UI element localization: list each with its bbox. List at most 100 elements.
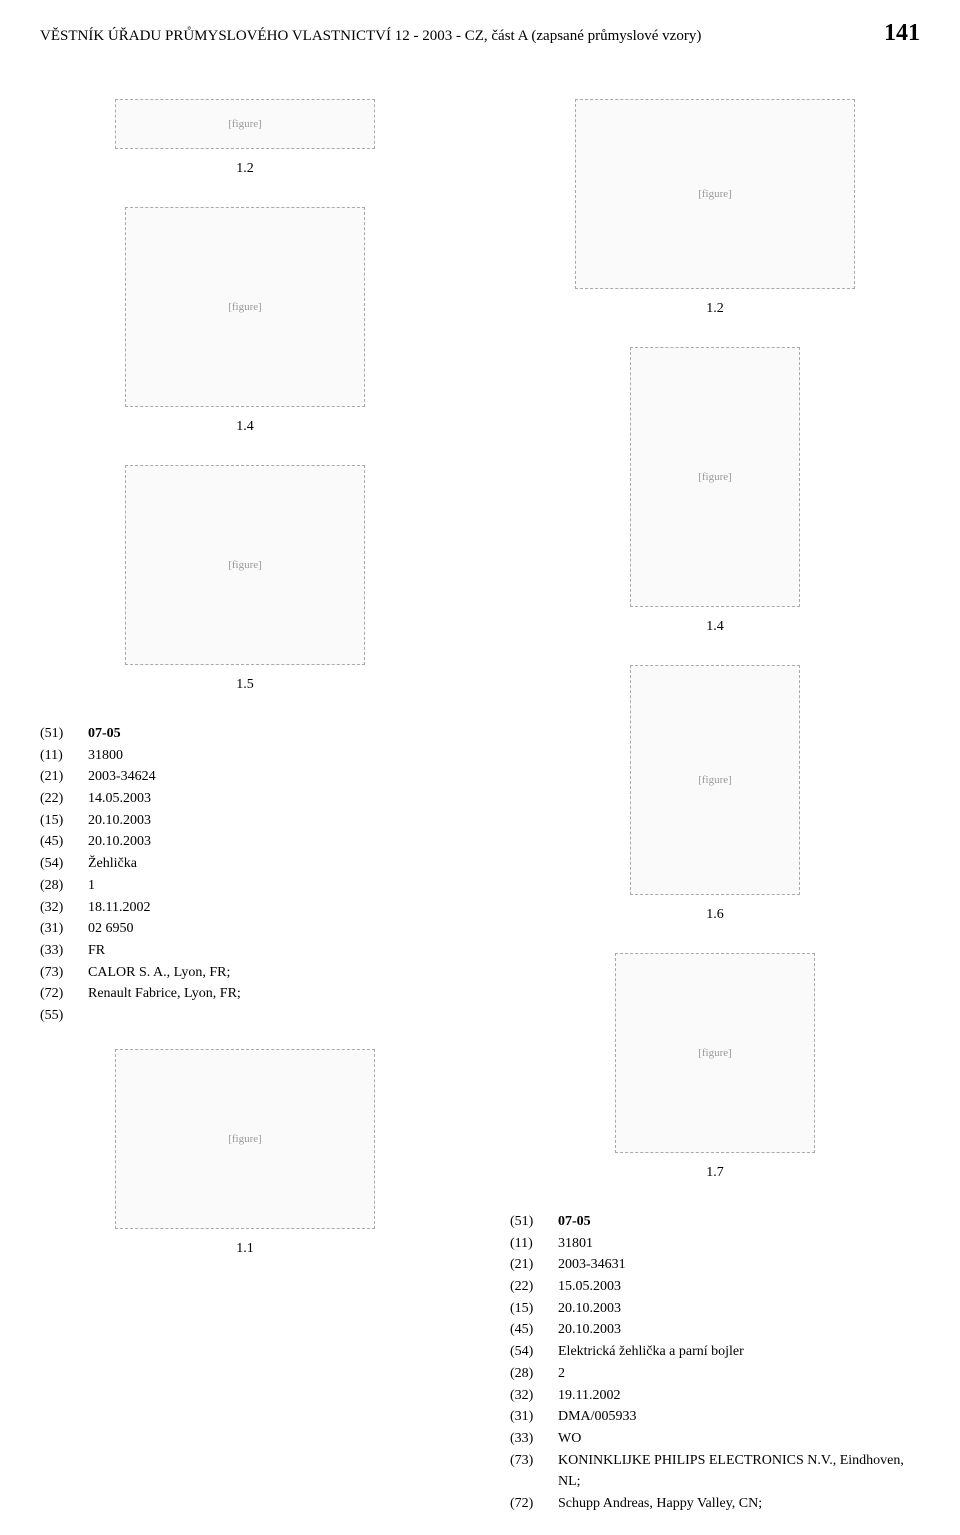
- record-value: 07-05: [88, 723, 450, 745]
- record-row: (33)WO: [510, 1428, 920, 1450]
- record-row: (45)20.10.2003: [510, 1319, 920, 1341]
- record-row: (51)07-05: [510, 1211, 920, 1233]
- record-code: (33): [510, 1428, 558, 1450]
- record-row: (45)20.10.2003: [40, 831, 450, 853]
- figure-label: 1.5: [40, 677, 450, 693]
- left-column: [figure] 1.2 [figure] 1.4 [figure] 1.5 (…: [40, 87, 450, 1515]
- record-row: (54)Elektrická žehlička a parní bojler: [510, 1341, 920, 1363]
- record-row: (72)Schupp Andreas, Happy Valley, CN;: [510, 1493, 920, 1515]
- record-row: (15)20.10.2003: [40, 810, 450, 832]
- record-code: (15): [510, 1298, 558, 1320]
- record-code: (54): [510, 1341, 558, 1363]
- page-header: VĚSTNÍK ÚŘADU PRŮMYSLOVÉHO VLASTNICTVÍ 1…: [40, 20, 920, 47]
- record-row: (28)1: [40, 875, 450, 897]
- record-value: 02 6950: [88, 918, 450, 940]
- figure-placeholder: [figure]: [125, 207, 365, 407]
- record-value: KONINKLIJKE PHILIPS ELECTRONICS N.V., Ei…: [558, 1450, 920, 1493]
- content-columns: [figure] 1.2 [figure] 1.4 [figure] 1.5 (…: [40, 87, 920, 1515]
- record-value: 18.11.2002: [88, 897, 450, 919]
- figure-placeholder: [figure]: [115, 1049, 375, 1229]
- record-row: (21)2003-34624: [40, 766, 450, 788]
- record-code: (21): [40, 766, 88, 788]
- record-code: (31): [510, 1406, 558, 1428]
- right-column: [figure] 1.2 [figure] 1.4 [figure] 1.6 […: [510, 87, 920, 1515]
- record-row: (28)2: [510, 1363, 920, 1385]
- record-row: (54)Žehlička: [40, 853, 450, 875]
- record-row: (22)14.05.2003: [40, 788, 450, 810]
- record-row: (11)31801: [510, 1233, 920, 1255]
- record-value: 2: [558, 1363, 920, 1385]
- record-code: (45): [510, 1319, 558, 1341]
- record-code: (32): [510, 1385, 558, 1407]
- record-code: (15): [40, 810, 88, 832]
- figure-placeholder: [figure]: [615, 953, 815, 1153]
- record-value: Renault Fabrice, Lyon, FR;: [88, 983, 450, 1005]
- figure-label: 1.7: [510, 1165, 920, 1181]
- record-code: (72): [40, 983, 88, 1005]
- record-value: 19.11.2002: [558, 1385, 920, 1407]
- record-code: (11): [510, 1233, 558, 1255]
- record-code: (22): [40, 788, 88, 810]
- record-code: (73): [40, 962, 88, 984]
- figure-placeholder: [figure]: [630, 665, 800, 895]
- record-code: (22): [510, 1276, 558, 1298]
- figure-placeholder: [figure]: [125, 465, 365, 665]
- record-value: 20.10.2003: [558, 1298, 920, 1320]
- record-code: (28): [40, 875, 88, 897]
- figure-placeholder: [figure]: [115, 99, 375, 149]
- figure-label: 1.1: [40, 1241, 450, 1257]
- record-code: (21): [510, 1254, 558, 1276]
- record-code: (51): [510, 1211, 558, 1233]
- record-value: Žehlička: [88, 853, 450, 875]
- record-value: 31800: [88, 745, 450, 767]
- record-row: (15)20.10.2003: [510, 1298, 920, 1320]
- record-code: (72): [510, 1493, 558, 1515]
- figure-placeholder: [figure]: [575, 99, 855, 289]
- figure-label: 1.4: [510, 619, 920, 635]
- record-row: (21)2003-34631: [510, 1254, 920, 1276]
- figure-label: 1.2: [40, 161, 450, 177]
- record-code: (31): [40, 918, 88, 940]
- record-value: 07-05: [558, 1211, 920, 1233]
- record-value: 2003-34631: [558, 1254, 920, 1276]
- record-value: 1: [88, 875, 450, 897]
- record-value: 31801: [558, 1233, 920, 1255]
- record-code: (54): [40, 853, 88, 875]
- record-row: (11)31800: [40, 745, 450, 767]
- record-row: (22)15.05.2003: [510, 1276, 920, 1298]
- record-value: [88, 1005, 450, 1027]
- record-block: (51)07-05(11)31800(21)2003-34624(22)14.0…: [40, 723, 450, 1027]
- record-value: 20.10.2003: [558, 1319, 920, 1341]
- record-block: (51)07-05(11)31801(21)2003-34631(22)15.0…: [510, 1211, 920, 1515]
- record-value: Elektrická žehlička a parní bojler: [558, 1341, 920, 1363]
- record-value: DMA/005933: [558, 1406, 920, 1428]
- header-title: VĚSTNÍK ÚŘADU PRŮMYSLOVÉHO VLASTNICTVÍ 1…: [40, 28, 701, 45]
- record-row: (33)FR: [40, 940, 450, 962]
- record-row: (73)KONINKLIJKE PHILIPS ELECTRONICS N.V.…: [510, 1450, 920, 1493]
- figure-label: 1.4: [40, 419, 450, 435]
- record-value: 20.10.2003: [88, 831, 450, 853]
- record-code: (33): [40, 940, 88, 962]
- record-row: (32)19.11.2002: [510, 1385, 920, 1407]
- record-value: FR: [88, 940, 450, 962]
- record-row: (73)CALOR S. A., Lyon, FR;: [40, 962, 450, 984]
- record-row: (31)02 6950: [40, 918, 450, 940]
- record-code: (32): [40, 897, 88, 919]
- record-value: 2003-34624: [88, 766, 450, 788]
- record-value: WO: [558, 1428, 920, 1450]
- record-row: (31)DMA/005933: [510, 1406, 920, 1428]
- figure-placeholder: [figure]: [630, 347, 800, 607]
- figure-label: 1.2: [510, 301, 920, 317]
- record-value: 14.05.2003: [88, 788, 450, 810]
- record-code: (28): [510, 1363, 558, 1385]
- record-row: (32)18.11.2002: [40, 897, 450, 919]
- record-value: Schupp Andreas, Happy Valley, CN;: [558, 1493, 920, 1515]
- record-row: (51)07-05: [40, 723, 450, 745]
- record-code: (45): [40, 831, 88, 853]
- figure-label: 1.6: [510, 907, 920, 923]
- record-code: (73): [510, 1450, 558, 1493]
- record-value: 15.05.2003: [558, 1276, 920, 1298]
- record-code: (51): [40, 723, 88, 745]
- record-code: (55): [40, 1005, 88, 1027]
- record-row: (72)Renault Fabrice, Lyon, FR;: [40, 983, 450, 1005]
